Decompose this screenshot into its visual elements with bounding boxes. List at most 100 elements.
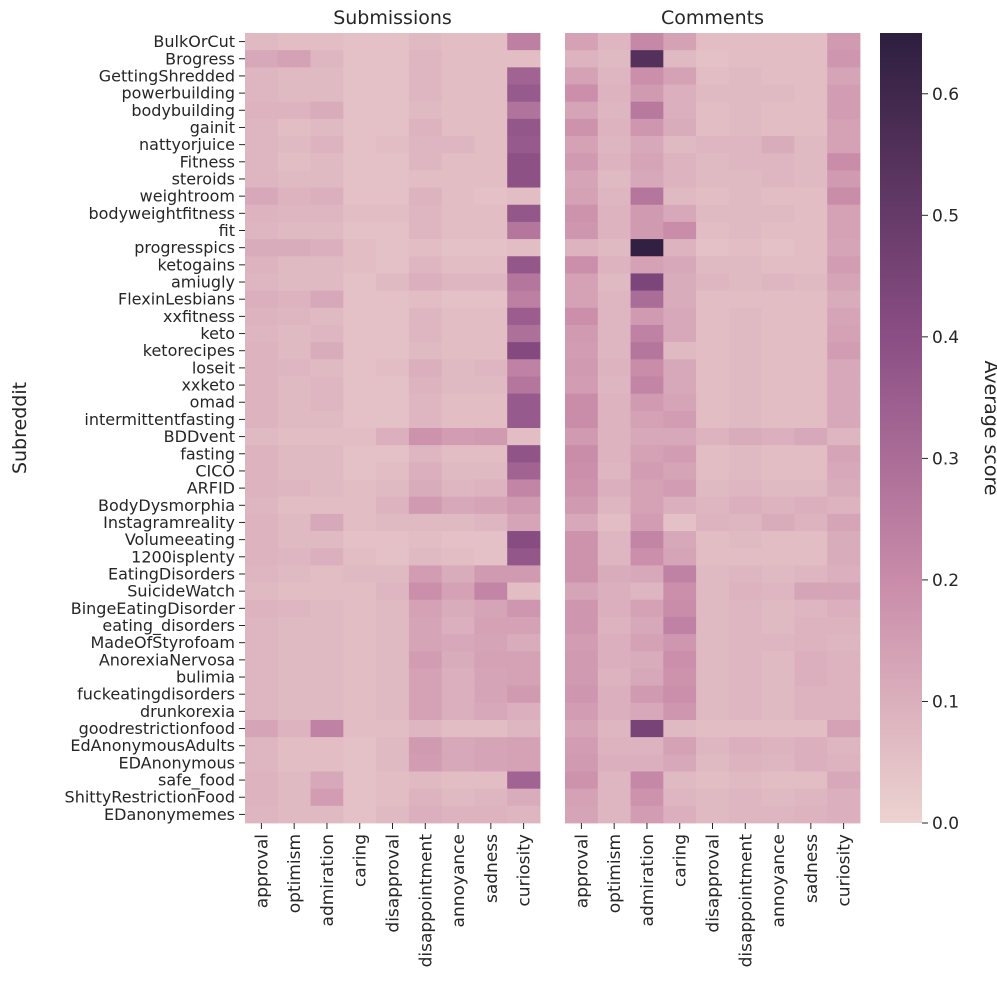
heatmap-cell [696, 599, 730, 618]
heatmap-cell [597, 513, 631, 532]
heatmap-cell [696, 634, 730, 652]
heatmap-cell [630, 204, 664, 223]
heatmap-cell [507, 754, 541, 772]
heatmap-cell [794, 50, 828, 68]
heatmap-cell [277, 239, 311, 257]
heatmap-cell [794, 376, 828, 395]
heatmap-cell [277, 170, 311, 188]
heatmap-cell [343, 376, 377, 395]
row-label: xxfitness [163, 307, 235, 326]
heatmap-cell [277, 204, 311, 223]
heatmap-cell [761, 668, 795, 686]
heatmap-cell [761, 221, 795, 240]
heatmap-cell [630, 496, 664, 515]
heatmap-cell [565, 668, 599, 686]
heatmap-cell [630, 531, 664, 549]
heatmap-cell [794, 67, 828, 85]
heatmap-cell [565, 479, 599, 498]
heatmap-cell [474, 101, 508, 120]
heatmap-cell [507, 170, 541, 188]
heatmap-cell [245, 307, 279, 326]
heatmap-cell [408, 599, 443, 618]
column-label: annoyance [769, 834, 789, 927]
heatmap-cell [507, 256, 541, 274]
heatmap-cell [794, 342, 828, 360]
row-label: nattyorjuice [139, 135, 235, 154]
heatmap-cell [277, 565, 311, 583]
heatmap-cell [474, 84, 508, 103]
heatmap-cell [565, 531, 599, 549]
column-label: curiosity [515, 834, 535, 907]
heatmap-cell [761, 101, 795, 120]
heatmap-cell [376, 788, 410, 807]
heatmap-cell [794, 256, 828, 274]
heatmap-cell [376, 445, 410, 463]
row-label: EatingDisorders [108, 564, 235, 583]
heatmap-cell [245, 634, 279, 652]
heatmap-cell [827, 101, 861, 120]
row-label: SuicideWatch [127, 582, 235, 601]
heatmap-cell [376, 754, 410, 772]
column-label: curiosity [835, 834, 855, 907]
heatmap-cell [507, 67, 541, 85]
heatmap-cell [310, 84, 344, 103]
heatmap-cell [245, 548, 279, 566]
heatmap-cell [376, 324, 410, 343]
heatmap-cell [474, 737, 508, 755]
heatmap-cell [310, 771, 344, 790]
heatmap-cell [630, 376, 664, 395]
heatmap-cell [343, 668, 377, 686]
heatmap-cell [597, 719, 631, 738]
heatmap-cell [441, 531, 475, 549]
heatmap-cell [343, 221, 377, 240]
row-label: EdAnonymousAdults [70, 736, 235, 755]
heatmap-cell [343, 153, 377, 171]
heatmap-cell [728, 221, 763, 240]
heatmap-cell [696, 33, 730, 51]
column-label: optimism [605, 834, 625, 913]
heatmap-cell [761, 67, 795, 85]
heatmap-cell [474, 153, 508, 171]
row-label: EDanonymemes [104, 805, 235, 824]
heatmap-cell [277, 788, 311, 807]
heatmap-cell [761, 719, 795, 738]
heatmap-cell [597, 634, 631, 652]
heatmap-cell [794, 513, 828, 532]
heatmap-cell [277, 805, 311, 824]
heatmap-cell [408, 67, 443, 85]
heatmap-cell [696, 496, 730, 515]
heatmap-cell [794, 719, 828, 738]
heatmap-cell [310, 170, 344, 188]
heatmap-cell [663, 496, 697, 515]
heatmap-cell [343, 754, 377, 772]
heatmap-cell [630, 221, 664, 240]
heatmap-cell [441, 496, 475, 515]
heatmap-cell [474, 754, 508, 772]
heatmap-cell [728, 290, 763, 309]
heatmap-cell [696, 136, 730, 154]
row-label: ShittyRestrictionFood [65, 788, 235, 807]
heatmap-cell [728, 462, 763, 480]
heatmap-cell [565, 84, 599, 103]
heatmap-cell [630, 565, 664, 583]
heatmap-cell [728, 737, 763, 755]
heatmap-cell [343, 531, 377, 549]
heatmap-cell [474, 428, 508, 446]
heatmap-cell [565, 462, 599, 480]
row-label: Fitness [180, 152, 235, 171]
heatmap-cell [408, 771, 443, 790]
heatmap-cell [310, 685, 344, 704]
heatmap-cell [597, 273, 631, 291]
heatmap-cell [597, 805, 631, 824]
heatmap-cell [245, 239, 279, 257]
heatmap-cell [507, 771, 541, 790]
heatmap-cell [663, 84, 697, 103]
heatmap-cell [474, 771, 508, 790]
heatmap-cell [827, 84, 861, 103]
heatmap-cell [827, 719, 861, 738]
heatmap-cell [597, 651, 631, 669]
heatmap-cell [441, 805, 475, 824]
heatmap-cell [663, 342, 697, 360]
heatmap-cell [565, 67, 599, 85]
heatmap-cell [343, 136, 377, 154]
